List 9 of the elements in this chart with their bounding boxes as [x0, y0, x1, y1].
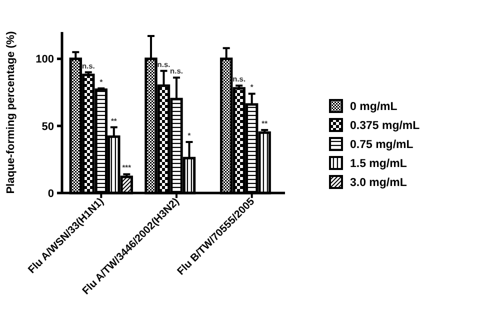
- legend-label: 0 mg/mL: [350, 101, 398, 114]
- legend-label: 3.0 mg/mL: [350, 177, 407, 190]
- legend-label: 1.5 mg/mL: [350, 158, 407, 170]
- y-axis-title: Plaque-forming percentage (%): [5, 30, 17, 194]
- y-tick-label: 100: [36, 54, 54, 66]
- y-tick-label: 50: [42, 120, 54, 133]
- legend-label: 0.75 mg/mL: [350, 139, 414, 152]
- legend-label: 0.375 mg/mL: [350, 120, 420, 132]
- y-tick-label: 0: [48, 188, 54, 200]
